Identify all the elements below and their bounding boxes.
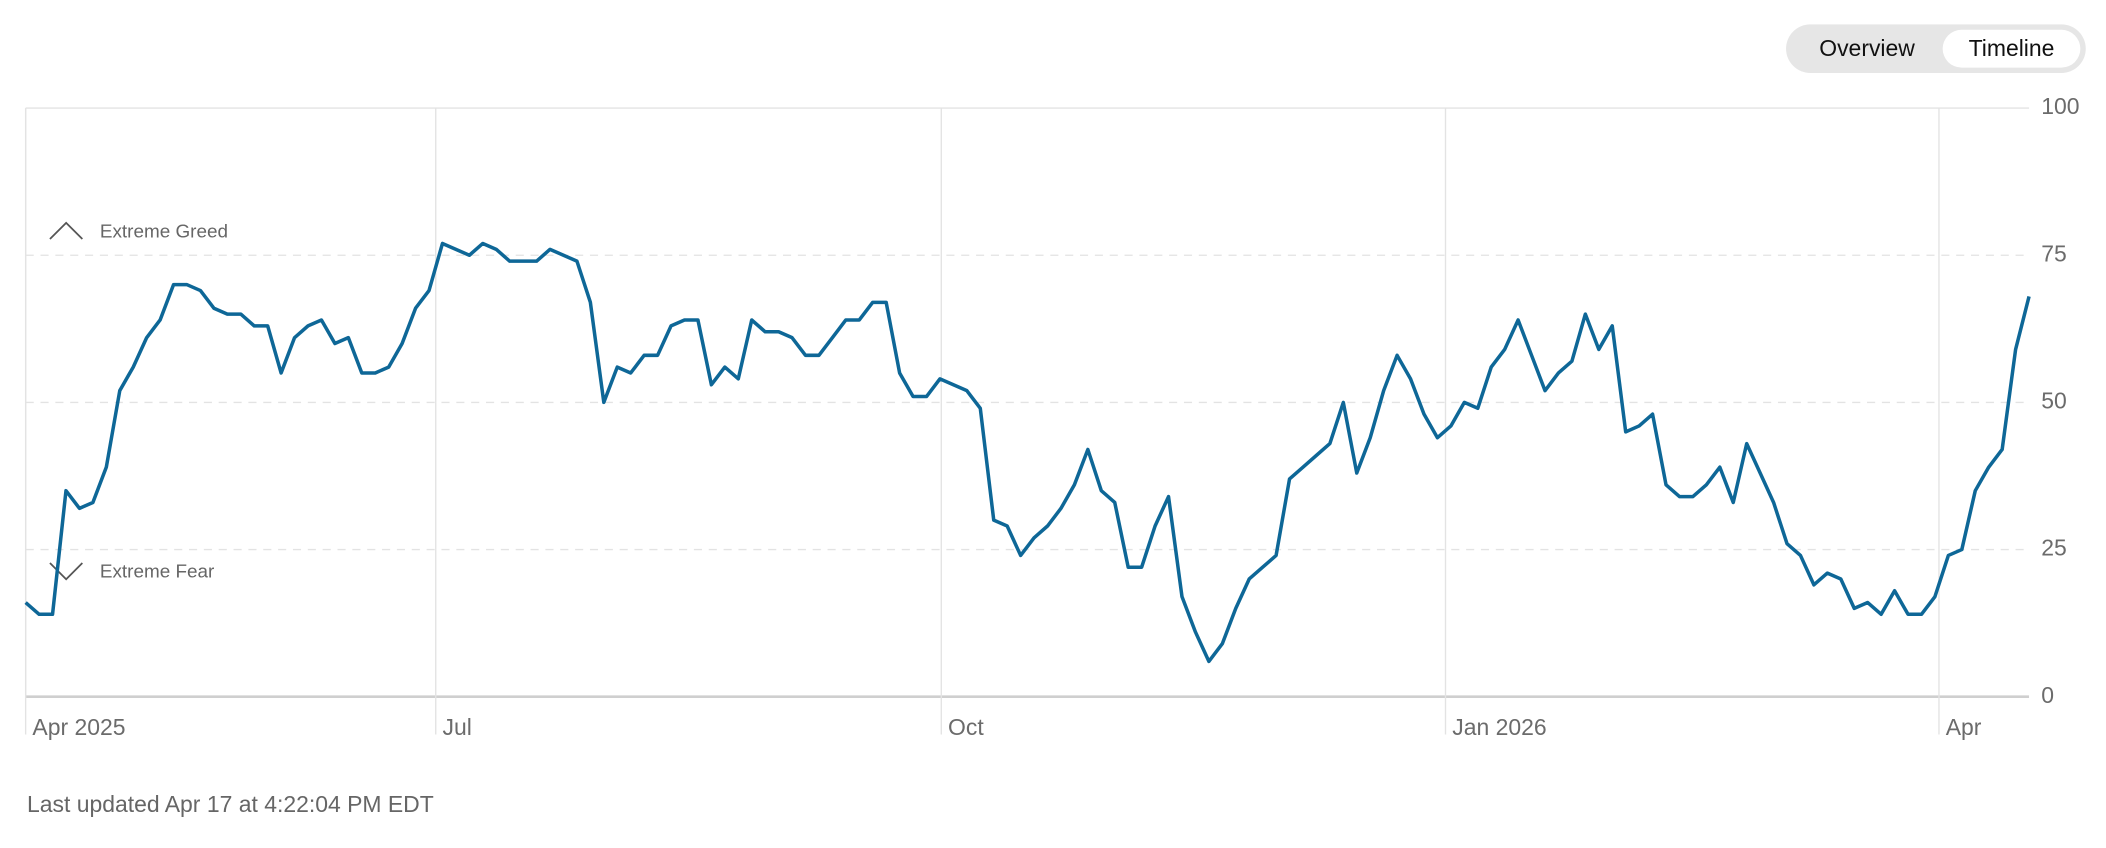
- overview-label: Overview: [1819, 35, 1915, 61]
- annotation-label: Extreme Greed: [100, 221, 228, 242]
- overview-bg: [1791, 29, 1938, 68]
- y-tick-label: 75: [2041, 240, 2067, 266]
- x-tick-label: Jul: [442, 714, 471, 740]
- y-tick-label: 100: [2041, 93, 2079, 119]
- greed-icon: [49, 221, 83, 240]
- y-tick-label: 0: [2041, 682, 2054, 708]
- index-line: [24, 241, 2031, 664]
- y-tick-label: 50: [2041, 387, 2067, 413]
- x-tick-label: Apr 2025: [32, 714, 125, 740]
- timeline-label: Timeline: [1969, 35, 2055, 61]
- last-updated: Last updated Apr 17 at 4:22:04 PM EDT: [27, 791, 434, 817]
- timeline-button[interactable]: Timeline: [1942, 29, 2081, 68]
- x-tick-label: Jan 2026: [1452, 714, 1546, 740]
- overview-button[interactable]: Overview: [1791, 29, 1938, 68]
- x-tick-label: Apr: [1946, 714, 1982, 740]
- annotation-label: Extreme Fear: [100, 562, 214, 583]
- view-toggle: Overview Timeline: [1786, 24, 2086, 73]
- x-tick-label: Oct: [948, 714, 984, 740]
- fear-icon: [49, 562, 83, 581]
- timeline-bg: [1942, 29, 2081, 68]
- y-tick-label: 25: [2041, 535, 2067, 561]
